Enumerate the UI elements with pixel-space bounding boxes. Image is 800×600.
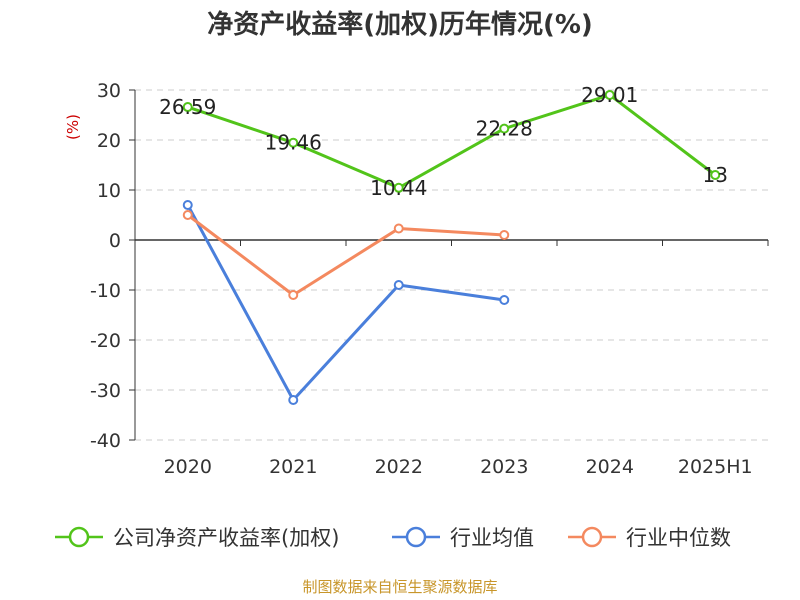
series-line bbox=[186, 204, 505, 402]
legend-marker bbox=[581, 526, 603, 548]
source-note: 制图数据来自恒生聚源数据库 bbox=[302, 578, 497, 596]
data-point bbox=[499, 295, 510, 305]
data-point bbox=[288, 290, 299, 300]
legend-label: 公司净资产收益率(加权) bbox=[113, 526, 339, 550]
y-axis-label: (%) bbox=[64, 114, 82, 140]
series-line bbox=[187, 93, 717, 190]
data-point bbox=[710, 170, 721, 180]
legend-item: 行业均值 bbox=[392, 526, 534, 550]
y-tick-label: -40 bbox=[90, 430, 121, 452]
series-line bbox=[186, 213, 505, 297]
y-tick-label: 30 bbox=[97, 80, 121, 102]
legend-label: 行业均值 bbox=[450, 526, 534, 550]
axes: 30 20 10 0 -10 -20 -30 -40 2020 2021 2022 2023 2024 2… bbox=[90, 80, 769, 478]
data-point bbox=[393, 280, 404, 290]
data-labels: 26.59 19.46 10.44 22.28 29.01 13 bbox=[159, 83, 728, 200]
data-label: 19.46 bbox=[265, 131, 322, 155]
data-point bbox=[182, 200, 193, 210]
data-point bbox=[288, 137, 299, 148]
data-label: 29.01 bbox=[581, 83, 638, 107]
x-tick-label: 2021 bbox=[269, 456, 317, 478]
data-point bbox=[393, 223, 404, 234]
data-point bbox=[182, 102, 193, 113]
data-point bbox=[182, 210, 193, 220]
x-tick-label: 2020 bbox=[164, 456, 212, 478]
x-tick-label: 2023 bbox=[480, 456, 528, 478]
data-label: 22.28 bbox=[476, 117, 533, 141]
data-point bbox=[499, 230, 510, 240]
legend-label: 行业中位数 bbox=[626, 526, 731, 550]
data-point bbox=[288, 395, 299, 405]
y-tick-label: 20 bbox=[97, 130, 121, 152]
y-tick-label: -20 bbox=[90, 330, 121, 352]
data-label: 26.59 bbox=[159, 95, 216, 119]
legend: 公司净资产收益率(加权) 行业均值 行业中位数 bbox=[55, 526, 731, 550]
x-tick-label: 2022 bbox=[375, 456, 423, 478]
data-point bbox=[499, 123, 510, 134]
legend-item: 公司净资产收益率(加权) bbox=[55, 526, 339, 550]
data-label: 10.44 bbox=[370, 176, 427, 200]
chart-title: 净资产收益率(加权)历年情况(%) bbox=[207, 9, 593, 40]
data-point bbox=[393, 182, 404, 193]
x-tick-label: 2024 bbox=[586, 456, 634, 478]
y-tick-label: -10 bbox=[90, 280, 121, 302]
y-tick-label: 0 bbox=[109, 230, 121, 252]
legend-marker bbox=[68, 526, 90, 548]
data-label: 13 bbox=[703, 163, 728, 187]
y-tick-label: -30 bbox=[90, 380, 121, 402]
y-tick-label: 10 bbox=[97, 180, 121, 202]
series-lines bbox=[182, 89, 721, 405]
legend-item: 行业中位数 bbox=[568, 526, 731, 550]
data-point bbox=[604, 89, 615, 100]
x-tick-label: 2025H1 bbox=[678, 456, 753, 478]
legend-marker bbox=[405, 526, 427, 548]
